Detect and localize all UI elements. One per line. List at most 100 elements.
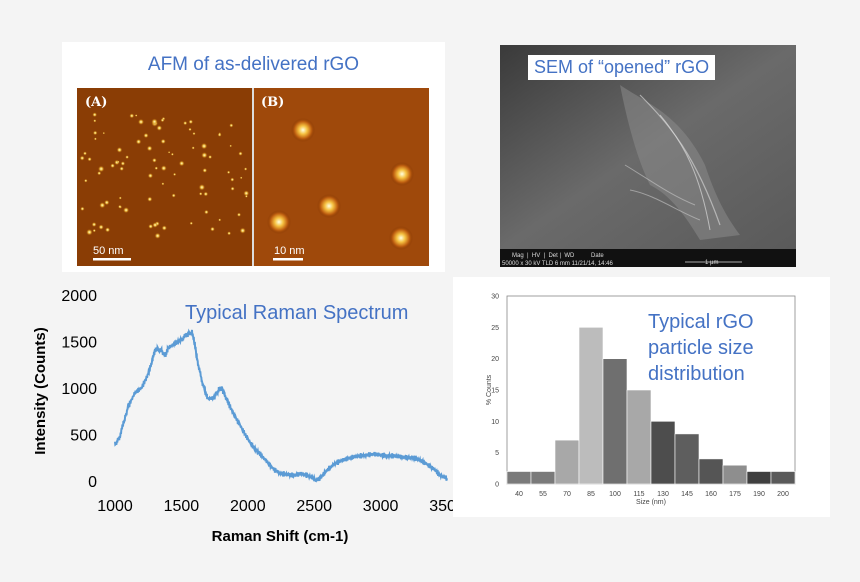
afm-particle xyxy=(218,218,222,222)
histogram-bar xyxy=(626,389,652,485)
afm-particle xyxy=(84,178,88,183)
afm-particle xyxy=(119,166,124,171)
afm-particle xyxy=(98,224,104,230)
afm-particle xyxy=(134,114,138,117)
afm-particle xyxy=(189,221,193,225)
afm-particle xyxy=(226,170,231,174)
afm-particle xyxy=(202,168,208,173)
raman-series-line xyxy=(114,328,448,483)
raman-x-tick-label: 1500 xyxy=(164,498,200,515)
sem-info-headers: Mag | HV | Det | WD Date xyxy=(512,253,604,259)
afm-particle xyxy=(239,227,246,234)
afm-label-a: (A) xyxy=(85,95,107,110)
afm-particle xyxy=(93,119,97,123)
histogram-y-tick-label: 20 xyxy=(491,356,499,363)
afm-particle xyxy=(148,223,154,229)
histogram-x-tick-label: 40 xyxy=(515,491,523,498)
histogram-bar xyxy=(602,358,628,485)
afm-particle xyxy=(230,186,235,191)
afm-particle xyxy=(118,204,122,209)
histogram-x-tick-label: 175 xyxy=(729,491,741,498)
afm-particle xyxy=(198,192,203,196)
histogram-y-tick-label: 5 xyxy=(495,450,499,457)
afm-particle xyxy=(244,194,248,198)
raman-title: Typical Raman Spectrum xyxy=(185,302,409,324)
afm-particle xyxy=(135,138,142,145)
raman-y-tick-label: 2000 xyxy=(61,288,97,305)
raman-x-tick-label: 2000 xyxy=(230,498,266,515)
afm-particle xyxy=(173,172,177,176)
afm-particle xyxy=(123,207,130,214)
histogram-bars xyxy=(506,326,796,485)
histogram-x-tick-label: 115 xyxy=(633,491,644,498)
histogram-title: Typical rGO particle size distribution xyxy=(648,311,754,385)
histogram-x-tick-label: 200 xyxy=(777,491,789,498)
afm-particle xyxy=(160,165,167,172)
raman-y-label: Intensity (Counts) xyxy=(32,327,49,455)
afm-scale-b: 10 nm xyxy=(274,245,305,257)
afm-particles-a xyxy=(79,112,250,239)
afm-divider xyxy=(252,88,254,266)
afm-particle xyxy=(188,127,192,132)
histogram-x-tick-label: 190 xyxy=(753,491,765,498)
afm-particle xyxy=(97,171,102,176)
histogram-y-ticks: 0 5 10 15 20 25 30 xyxy=(491,294,499,489)
afm-particle xyxy=(86,228,93,236)
histogram-bar xyxy=(530,471,556,485)
afm-particle xyxy=(178,160,185,167)
histogram-y-tick-label: 15 xyxy=(491,388,499,395)
afm-title: AFM of as-delivered rGO xyxy=(147,54,360,75)
afm-particle xyxy=(239,176,243,180)
histogram-panel: 0 5 10 15 20 25 30 40 55 70 85 100 115 130 145 160 175 1… xyxy=(453,277,830,517)
afm-particle xyxy=(183,121,188,126)
afm-particle xyxy=(118,196,122,200)
histogram-x-tick-label: 130 xyxy=(657,491,669,498)
histogram-bar xyxy=(650,421,676,485)
histogram-bar xyxy=(554,439,580,485)
afm-particle xyxy=(151,118,158,125)
sem-flake xyxy=(620,85,740,240)
afm-particle xyxy=(229,123,234,128)
afm-particle xyxy=(92,228,96,233)
histogram-bar xyxy=(722,464,748,485)
afm-particle xyxy=(204,209,209,215)
raman-y-tick-label: 500 xyxy=(70,428,97,445)
afm-particle xyxy=(92,112,98,118)
afm-particle xyxy=(161,225,167,231)
afm-panel-a-bg xyxy=(77,88,252,266)
histogram-bar xyxy=(698,458,724,485)
afm-particle xyxy=(192,132,196,136)
afm-particle xyxy=(238,151,243,156)
afm-particle xyxy=(203,191,209,197)
afm-particle xyxy=(152,157,157,163)
afm-particle xyxy=(143,132,149,139)
histogram-x-tick-label: 70 xyxy=(563,491,571,498)
afm-particle xyxy=(201,152,208,159)
histogram-x-tick-label: 85 xyxy=(587,491,595,498)
afm-particle xyxy=(99,202,106,209)
histogram-x-tick-label: 160 xyxy=(705,491,717,498)
afm-particle xyxy=(170,152,174,156)
histogram-bar xyxy=(506,471,532,485)
afm-particle xyxy=(243,167,248,171)
afm-particle xyxy=(217,132,222,137)
histogram-bar xyxy=(770,471,796,485)
afm-particle xyxy=(191,146,195,150)
sem-info-bar xyxy=(500,249,796,267)
sem-info-values: 50000 x 30 kV TLD 6 mm 11/21/14, 14:46 xyxy=(502,261,614,267)
afm-particle xyxy=(188,119,194,125)
afm-particle xyxy=(171,193,176,198)
afm-scale-a: 50 nm xyxy=(93,245,124,257)
afm-particle xyxy=(156,125,163,131)
histogram-x-tick-label: 55 xyxy=(539,491,547,498)
sem-panel: Mag | HV | Det | WD Date 50000 x 30 kV T… xyxy=(500,45,796,267)
afm-particle xyxy=(91,222,97,227)
raman-x-ticks: 1000 1500 2000 2500 3000 3500 xyxy=(97,498,465,515)
afm-particle xyxy=(210,226,215,232)
afm-particle xyxy=(129,113,135,119)
afm-particle xyxy=(80,206,85,211)
afm-particle xyxy=(92,130,98,136)
histogram-bar xyxy=(674,433,700,485)
raman-y-tick-label: 1500 xyxy=(61,335,97,352)
afm-label-b: (B) xyxy=(261,95,284,110)
